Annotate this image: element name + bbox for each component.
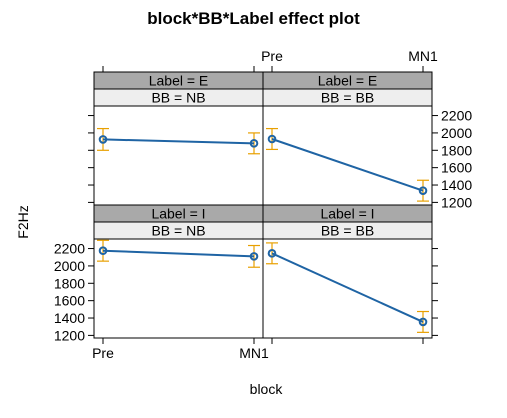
x-tick-label: MN1 xyxy=(239,345,269,361)
panel-1: Label = EBB = NB xyxy=(93,71,264,206)
x-axis-title: block xyxy=(250,381,284,397)
effect-line xyxy=(102,249,255,258)
chart-title: block*BB*Label effect plot xyxy=(147,9,360,28)
panel-3: Label = IBB = NB xyxy=(93,204,264,339)
strip-label: BB = BB xyxy=(321,90,374,106)
y-axis-title: F2Hz xyxy=(15,205,31,238)
y-tick-label: 1800 xyxy=(441,142,472,158)
x-tick-label: MN1 xyxy=(408,48,438,64)
panel-2: Label = EBB = BB xyxy=(262,71,433,206)
strip-label: Label = I xyxy=(320,206,374,222)
data-point xyxy=(267,134,277,144)
y-tick-label: 2000 xyxy=(54,258,85,274)
strip-label: Label = E xyxy=(149,73,209,89)
strip-label: Label = E xyxy=(318,73,378,89)
effect-line xyxy=(102,138,255,145)
strip-label: BB = BB xyxy=(321,223,374,239)
data-point xyxy=(418,186,428,195)
y-tick-label: 2000 xyxy=(441,125,472,141)
data-point xyxy=(249,252,259,261)
plot-region xyxy=(93,105,264,206)
data-point xyxy=(418,317,428,327)
strip-label: BB = NB xyxy=(151,223,205,239)
axes-layer: PrePreMN1MN11200140016001800200022001200… xyxy=(54,48,473,361)
effect-line xyxy=(271,252,424,323)
y-tick-label: 1200 xyxy=(441,194,472,210)
effect-line xyxy=(271,138,424,192)
y-tick-label: 1600 xyxy=(54,293,85,309)
x-tick-label: Pre xyxy=(261,48,283,64)
y-tick-label: 1200 xyxy=(54,327,85,343)
data-point xyxy=(98,246,108,256)
y-tick-label: 1800 xyxy=(54,275,85,291)
plot-region xyxy=(262,238,433,339)
panel-4: Label = IBB = BB xyxy=(262,204,433,339)
strip-label: BB = NB xyxy=(151,90,205,106)
plot-region xyxy=(262,105,433,206)
y-tick-label: 1400 xyxy=(441,177,472,193)
data-point xyxy=(249,139,259,148)
y-tick-label: 1400 xyxy=(54,310,85,326)
y-tick-label: 2200 xyxy=(54,241,85,257)
y-tick-label: 1600 xyxy=(441,160,472,176)
x-tick-label: Pre xyxy=(92,345,114,361)
y-tick-label: 2200 xyxy=(441,108,472,124)
data-point xyxy=(267,249,277,258)
data-point xyxy=(98,135,108,144)
strip-label: Label = I xyxy=(151,206,205,222)
